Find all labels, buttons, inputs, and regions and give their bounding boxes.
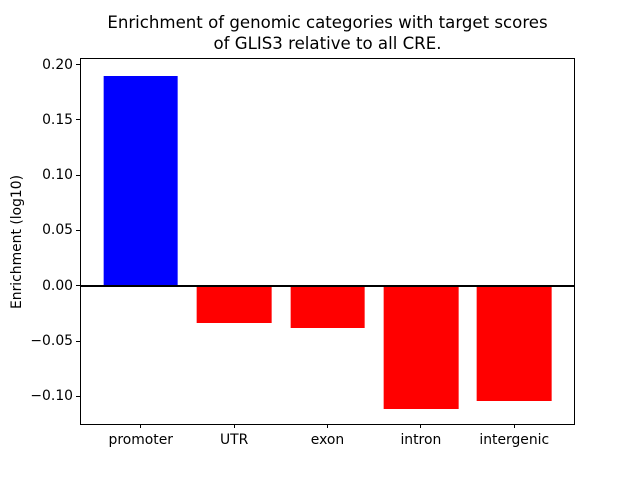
plot-area: 0.20 0.15 0.10 0.05 0.00 −0.05 −0.10 promoter UT… [30, 57, 575, 448]
x-tick-mark [140, 424, 142, 428]
bar-intron [383, 285, 459, 409]
x-tick-label-exon: exon [310, 432, 345, 448]
x-tick-mark [327, 424, 328, 428]
y-tick-label: −0.05 [30, 333, 73, 350]
x-tick-label-intergenic: intergenic [479, 432, 550, 448]
y-axis-label: Enrichment (log10) [9, 174, 25, 310]
y-tick-mark [76, 64, 80, 66]
y-tick-label: 0.15 [42, 111, 73, 128]
y-tick-mark [76, 395, 80, 397]
y-tick-label: 0.00 [42, 277, 73, 294]
x-tick-label-UTR: UTR [219, 432, 249, 448]
y-tick-label: 0.20 [42, 56, 73, 73]
y-tick-mark [76, 229, 80, 231]
y-tick-label: 0.05 [42, 222, 73, 239]
y-tick-label: 0.10 [42, 167, 73, 184]
x-tick-label-promoter: promoter [108, 432, 173, 448]
zero-line [81, 284, 574, 287]
y-tick-mark [76, 119, 80, 121]
bar-promoter [103, 75, 179, 286]
x-tick-mark [513, 424, 515, 428]
y-tick-mark [76, 285, 80, 287]
y-tick-label: −0.10 [30, 388, 73, 405]
y-tick-mark [76, 174, 80, 176]
x-tick-mark [233, 424, 235, 428]
x-tick-mark [420, 424, 422, 428]
bar-intergenic [476, 285, 552, 401]
chart-title: Enrichment of genomic categories with ta… [107, 13, 548, 53]
bar-exon [290, 285, 365, 328]
y-tick-mark [76, 340, 80, 342]
bar-UTR [196, 285, 272, 324]
x-tick-label-intron: intron [400, 432, 442, 448]
